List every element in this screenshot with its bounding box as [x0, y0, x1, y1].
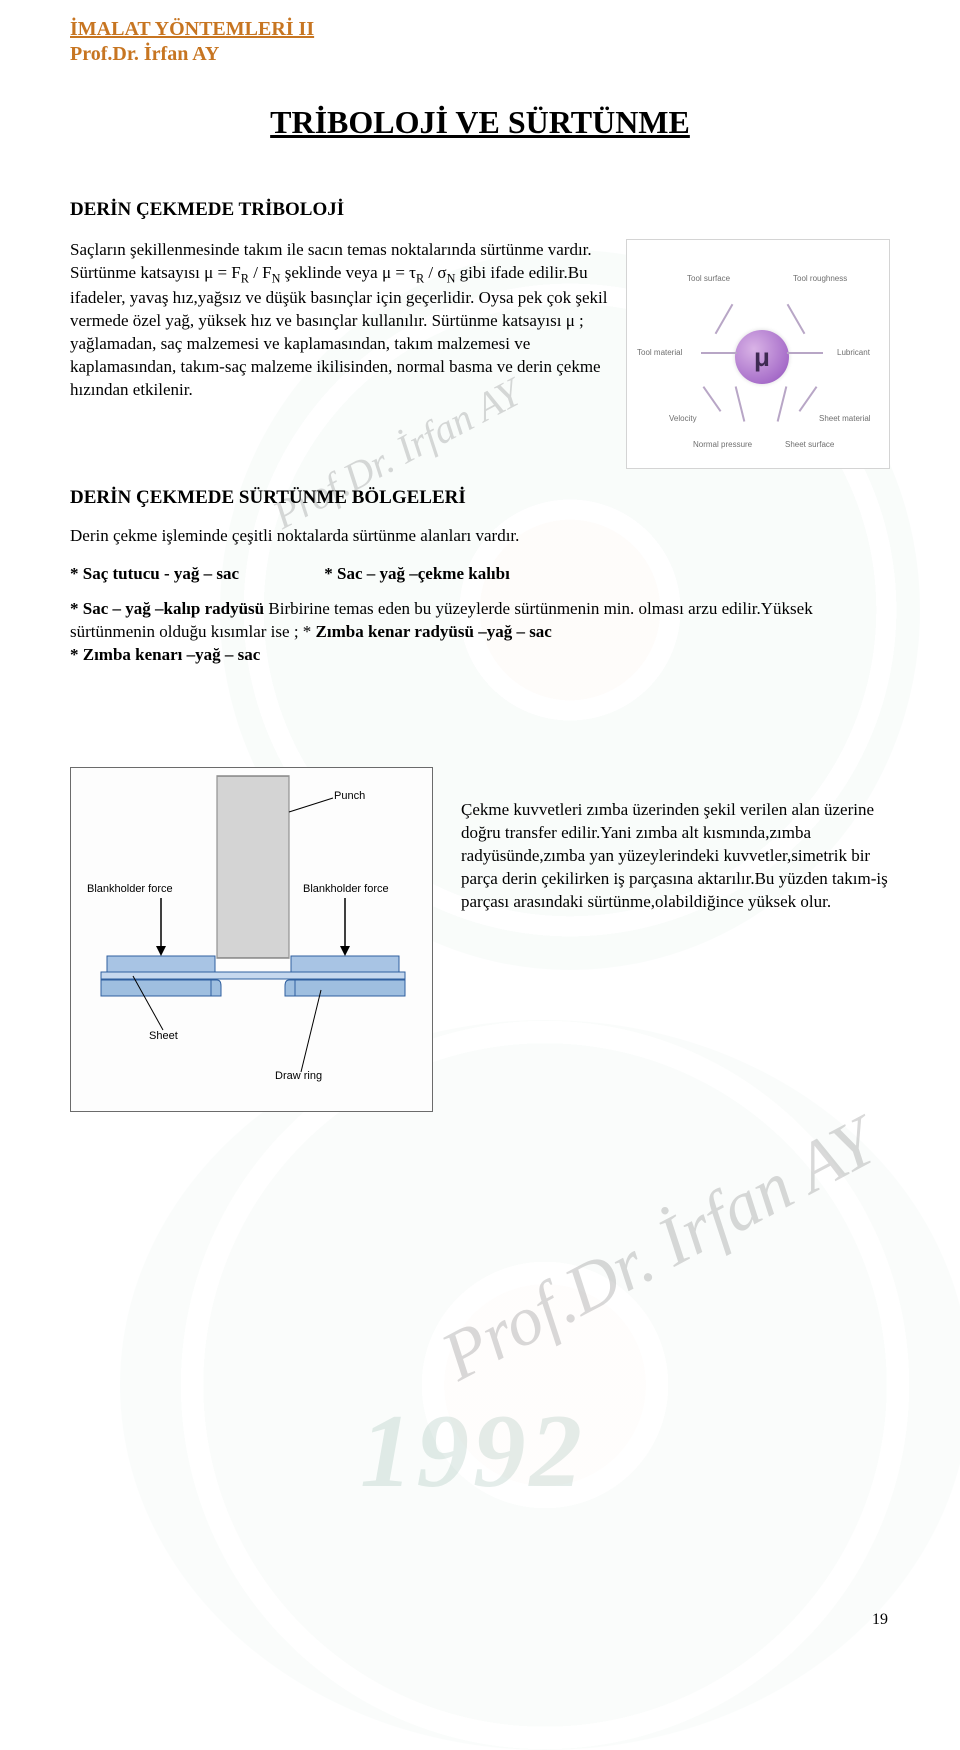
mu-arrow [777, 386, 788, 421]
friction-list-row-1: * Saç tutucu - yağ – sac * Sac – yağ –çe… [70, 564, 890, 584]
background-year: 1992 [360, 1390, 586, 1511]
label-punch: Punch [334, 790, 365, 802]
label-blankholder-right: Blankholder force [303, 883, 389, 895]
mu-label-velocity: Velocity [669, 414, 697, 423]
mu-label-sheet-surface: Sheet surface [785, 440, 834, 449]
sub-r-1: R [241, 271, 249, 285]
item-sac-tutucu: * Saç tutucu - yağ – sac [70, 564, 320, 584]
para-frag-5: gibi ifade edilir.Bu ifadeler, yavaş hız… [70, 263, 607, 399]
para-frag-2: / F [249, 263, 272, 282]
header-prof: Prof.Dr. İrfan AY [70, 43, 890, 66]
background-logo-lower [120, 1020, 960, 1750]
para-frag-4: / σ [424, 263, 446, 282]
section-1-row: Saçların şekillenmesinde takım ile sacın… [70, 239, 890, 469]
mu-label-normal-pressure: Normal pressure [693, 440, 752, 449]
header-course: İMALAT YÖNTEMLERİ II [70, 18, 890, 41]
mu-arrow [787, 352, 823, 354]
item-zimba-kenar-radyusu: Zımba kenar radyüsü –yağ – sac [316, 622, 552, 641]
section-3-row: Punch Blankholder force Blankholder forc… [70, 767, 890, 1112]
mu-label-tool-surface: Tool surface [687, 274, 730, 283]
watermark-lower: Prof.Dr. İrfan AY [429, 1102, 889, 1397]
label-blankholder-left: Blankholder force [87, 883, 173, 895]
mu-arrow [799, 386, 818, 412]
label-draw-ring: Draw ring [275, 1070, 322, 1082]
section-2-heading: DERİN ÇEKMEDE SÜRTÜNME BÖLGELERİ [70, 487, 890, 509]
mu-factors-diagram: μ Tool surface Tool roughness Tool mater… [626, 239, 890, 469]
mu-arrow [715, 304, 734, 334]
section-1-paragraph: Saçların şekillenmesinde takım ile sacın… [70, 239, 608, 402]
page-title: TRİBOLOJİ VE SÜRTÜNME [70, 104, 890, 141]
deep-drawing-diagram: Punch Blankholder force Blankholder forc… [70, 767, 433, 1112]
mu-center-sphere: μ [735, 330, 789, 384]
label-sheet: Sheet [149, 1030, 178, 1042]
item-zimba-kenari: * Zımba kenarı –yağ – sac [70, 645, 260, 664]
mu-arrow [703, 386, 722, 412]
mu-arrow [701, 352, 737, 354]
mu-arrow [787, 304, 806, 334]
item-sac-cekme-kalibi: * Sac – yağ –çekme kalıbı [324, 564, 510, 583]
mu-label-tool-material: Tool material [637, 348, 682, 357]
page-number: 19 [872, 1611, 888, 1629]
section-1-heading: DERİN ÇEKMEDE TRİBOLOJİ [70, 199, 890, 221]
page-content: İMALAT YÖNTEMLERİ II Prof.Dr. İrfan AY T… [70, 18, 890, 1112]
side-paragraph: Çekme kuvvetleri zımba üzerinden şekil v… [461, 767, 890, 914]
sub-r-2: R [416, 271, 424, 285]
deep-drawing-svg [71, 768, 434, 1113]
item-kalip-radyusu: * Sac – yağ –kalıp radyüsü [70, 599, 264, 618]
mu-label-lubricant: Lubricant [837, 348, 870, 357]
section-2-intro: Derin çekme işleminde çeşitli noktalarda… [70, 525, 890, 548]
para-frag-3: şeklinde veya μ = τ [280, 263, 416, 282]
friction-list-row-2: * Sac – yağ –kalıp radyüsü Birbirine tem… [70, 598, 890, 667]
mu-arrow [735, 386, 746, 421]
mu-label-tool-roughness: Tool roughness [793, 274, 847, 283]
mu-label-sheet-material: Sheet material [819, 414, 871, 423]
